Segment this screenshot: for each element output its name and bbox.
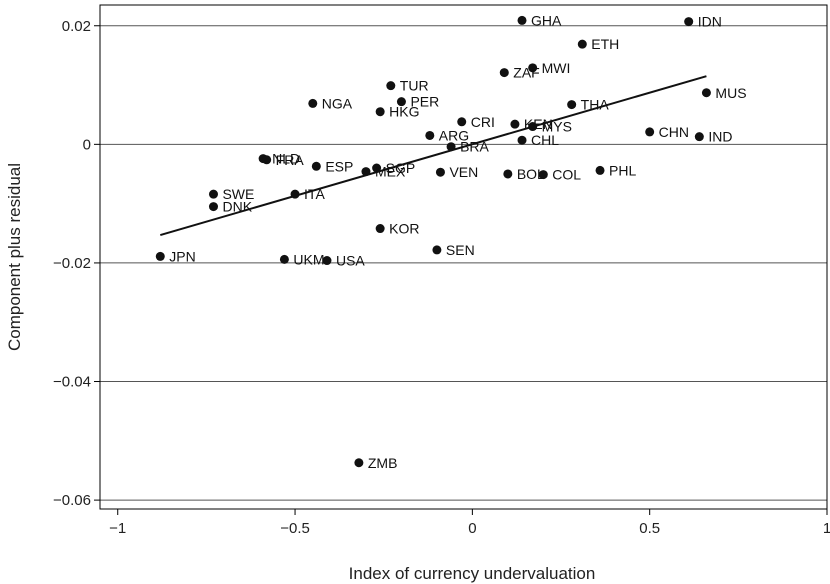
point-label: PER — [410, 94, 439, 110]
data-point — [279, 254, 289, 264]
data-point — [361, 167, 371, 177]
point-label: MEX — [375, 164, 406, 180]
data-point — [262, 155, 272, 165]
data-point — [446, 142, 456, 152]
point-label: COL — [552, 167, 581, 183]
data-point — [499, 68, 509, 78]
x-tick-label: 0.5 — [639, 520, 660, 537]
data-point — [538, 170, 548, 180]
data-point — [694, 132, 704, 142]
point-label: GHA — [531, 12, 562, 28]
y-tick-label: 0.02 — [62, 18, 91, 35]
y-tick-label: −0.06 — [53, 492, 91, 509]
data-point — [510, 119, 520, 129]
x-tick-label: 1 — [823, 520, 830, 537]
data-point — [517, 135, 527, 145]
point-label: USA — [336, 253, 365, 269]
point-label: SWE — [222, 186, 254, 202]
data-point — [595, 165, 605, 175]
data-point — [308, 98, 318, 108]
data-point — [701, 88, 711, 98]
x-axis: −1 −0.5 0 0.5 1 — [109, 509, 830, 537]
data-point — [645, 127, 655, 137]
data-point — [372, 163, 382, 173]
point-label: FRA — [276, 152, 305, 168]
data-point — [528, 63, 538, 73]
point-label: SEN — [446, 242, 475, 258]
point-label: PHL — [609, 162, 636, 178]
point-label: ESP — [325, 158, 353, 174]
point-label: ETH — [591, 36, 619, 52]
point-label: VEN — [449, 164, 478, 180]
x-axis-title: Index of currency undervaluation — [349, 564, 596, 583]
data-point — [208, 202, 218, 212]
point-label: SGP — [386, 160, 416, 176]
point-label: ZMB — [368, 455, 398, 471]
data-point — [375, 107, 385, 117]
point-label: MUS — [715, 85, 746, 101]
data-point — [208, 189, 218, 199]
point-label: BRA — [460, 139, 489, 155]
data-point — [457, 117, 467, 127]
plot-frame — [99, 4, 828, 510]
data-point — [322, 256, 332, 266]
point-label: MYS — [542, 119, 572, 135]
data-point — [684, 17, 694, 27]
data-point — [386, 81, 396, 91]
point-label: JPN — [169, 248, 195, 264]
point-label: HKG — [389, 104, 419, 120]
fit-line — [160, 75, 707, 237]
point-label: DNK — [222, 199, 252, 215]
y-tick-label: −0.02 — [53, 255, 91, 272]
y-tick-label: −0.04 — [53, 374, 91, 391]
y-axis-title: Component plus residual — [5, 163, 24, 351]
point-label: ZAF — [513, 65, 539, 81]
point-label: UKM — [293, 251, 324, 267]
data-point — [528, 122, 538, 132]
point-label: NGA — [322, 95, 353, 111]
data-point — [432, 245, 442, 255]
point-label: ARG — [439, 127, 469, 143]
data-point — [567, 100, 577, 110]
data-point — [354, 458, 364, 468]
data-point — [290, 189, 300, 199]
point-label: KOR — [389, 221, 419, 237]
point-label: IND — [708, 129, 732, 145]
point-label: THA — [581, 97, 610, 113]
point-label: MWI — [542, 60, 571, 76]
point-label: CHL — [531, 132, 559, 148]
point-label: NLD — [272, 151, 300, 167]
x-tick-label: 0 — [468, 520, 476, 537]
data-point — [425, 130, 435, 140]
data-point — [517, 15, 527, 25]
data-point — [577, 39, 587, 49]
point-label: IDN — [698, 14, 722, 30]
x-tick-label: −0.5 — [280, 520, 310, 537]
y-axis: 0.02 0 −0.02 −0.04 −0.06 — [53, 18, 100, 509]
y-tick-label: 0 — [83, 136, 91, 153]
fit-line-layer — [160, 75, 707, 237]
point-label: TUR — [400, 78, 429, 94]
data-point — [396, 97, 406, 107]
data-point — [435, 167, 445, 177]
point-label: CHN — [659, 124, 689, 140]
data-point — [311, 161, 321, 171]
gridlines — [100, 25, 827, 501]
point-label: ITA — [304, 186, 325, 202]
point-label: BOL — [517, 166, 545, 182]
data-point — [503, 169, 513, 179]
x-tick-label: −1 — [109, 520, 126, 537]
data-point — [375, 224, 385, 234]
data-point — [155, 251, 165, 261]
point-label: CRI — [471, 114, 495, 130]
